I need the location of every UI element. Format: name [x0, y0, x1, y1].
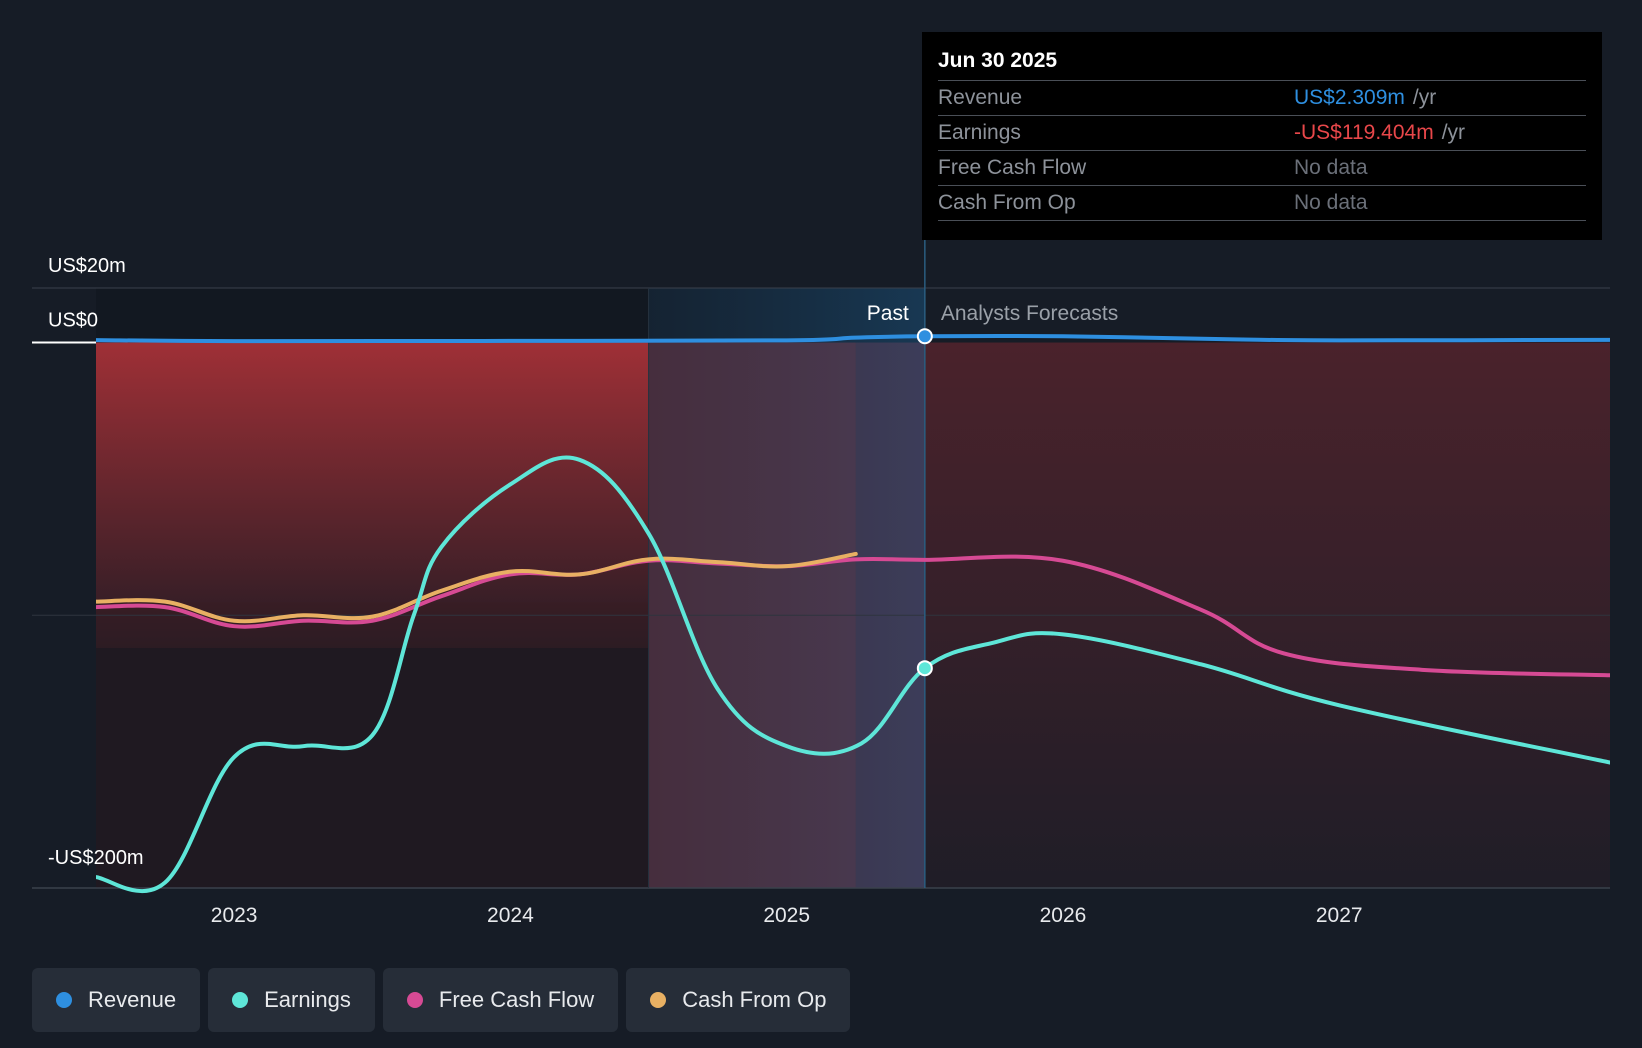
legend-item-free-cash-flow[interactable]: Free Cash Flow [382, 968, 619, 1032]
highlight-band [648, 288, 925, 888]
past-label: Past [867, 302, 909, 325]
tooltip-row-earnings: Earnings -US$119.404m/yr [938, 115, 1586, 150]
revenue-dot-icon [56, 992, 72, 1008]
legend-item-cash-from-op[interactable]: Cash From Op [626, 968, 851, 1032]
past-red-fill-low [96, 602, 649, 888]
tooltip-unit: /yr [1412, 86, 1437, 109]
tooltip-value: US$2.309m [1294, 86, 1405, 109]
tooltip-date: Jun 30 2025 [938, 49, 1058, 72]
legend: Revenue Earnings Free Cash Flow Cash Fro… [32, 968, 851, 1032]
series-line-revenue [96, 333, 1610, 344]
tooltip-value: -US$119.404m [1294, 121, 1434, 144]
tooltip: Jun 30 2025 Revenue US$2.309m/yr Earning… [922, 32, 1602, 240]
tooltip-label: Revenue [938, 86, 1023, 109]
past-red-fill [96, 342, 649, 648]
legend-label: Revenue [88, 987, 177, 1012]
series-line-cash-from-op [96, 551, 858, 624]
tooltip-label: Cash From Op [938, 191, 1076, 214]
tooltip-label: Earnings [938, 121, 1021, 144]
legend-item-revenue[interactable]: Revenue [32, 968, 201, 1032]
series-line-earnings [96, 455, 1610, 894]
y-tick-label: US$20m [48, 255, 126, 277]
tooltip-value: No data [1294, 156, 1368, 179]
earnings-marker [916, 660, 933, 677]
tooltip-row-revenue: Revenue US$2.309m/yr [938, 80, 1586, 115]
legend-item-earnings[interactable]: Earnings [208, 968, 375, 1032]
forecast-label: Analysts Forecasts [941, 302, 1118, 325]
tooltip-row-cash-from-op: Cash From Op No data [938, 185, 1586, 221]
free-cash-flow-dot-icon [406, 992, 423, 1008]
y-tick-label: US$0 [48, 310, 98, 332]
tooltip-label: Free Cash Flow [938, 156, 1087, 179]
legend-label: Earnings [264, 987, 351, 1012]
tooltip-unit: /yr [1441, 121, 1466, 144]
x-tick-label: 2027 [1316, 904, 1363, 927]
x-tick-label: 2026 [1040, 904, 1087, 927]
tooltip-value: No data [1294, 191, 1368, 214]
x-tick-label: 2025 [763, 904, 810, 927]
revenue-marker [916, 328, 933, 345]
cash-from-op-dot-icon [650, 992, 667, 1008]
x-tick-label: 2023 [211, 904, 258, 927]
legend-label: Cash From Op [682, 987, 827, 1012]
legend-label: Free Cash Flow [438, 987, 595, 1012]
earnings-dot-icon [232, 992, 249, 1008]
x-tick-label: 2024 [487, 904, 534, 927]
tooltip-row-free-cash-flow: Free Cash Flow No data [938, 150, 1586, 185]
y-tick-label: -US$200m [48, 847, 144, 869]
